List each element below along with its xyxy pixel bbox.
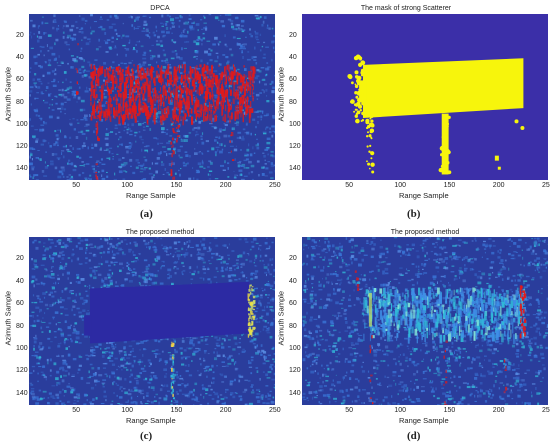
- y-tick-label: 80: [16, 98, 24, 106]
- y-tick-label: 140: [289, 389, 301, 397]
- y-axis-label: Azimuth Sample: [3, 290, 13, 346]
- y-axis-label: Azimuth Sample: [276, 66, 286, 122]
- x-tick-label: 250: [542, 182, 550, 189]
- panel-c-image: [29, 237, 275, 405]
- suppressed-heatmap: [29, 237, 275, 405]
- panel-a-title: DPCA: [150, 5, 170, 12]
- y-tick-label: 40: [16, 277, 24, 285]
- x-tick-label: 150: [443, 182, 456, 189]
- x-axis-label: Range Sample: [399, 191, 449, 200]
- y-tick-label: 100: [289, 345, 301, 352]
- y-axis-label: Azimuth Sample: [3, 66, 13, 122]
- panel-a-image: [29, 14, 275, 180]
- x-axis-label: Range Sample: [399, 416, 449, 425]
- x-axis-label: Range Sample: [126, 416, 176, 425]
- x-tick-label: 200: [492, 407, 505, 414]
- x-tick-label: 50: [72, 407, 80, 414]
- y-tick-label: 60: [16, 76, 24, 84]
- y-tick-label: 120: [16, 367, 28, 375]
- y-tick-label: 80: [289, 322, 297, 330]
- panel-b-title: The mask of strong Scatterer: [360, 5, 452, 12]
- y-tick-label: 40: [289, 277, 297, 285]
- x-tick-label: 150: [443, 407, 456, 414]
- y-tick-label: 20: [16, 255, 24, 263]
- panel-b-image: [302, 14, 548, 180]
- caption-d: (d): [407, 430, 421, 442]
- y-tick-label: 80: [16, 322, 24, 330]
- mask-image: [302, 14, 548, 180]
- x-tick-label: 250: [269, 407, 281, 414]
- x-tick-label: 50: [345, 182, 353, 189]
- x-tick-label: 250: [542, 407, 550, 414]
- y-tick-label: 40: [16, 54, 24, 62]
- x-tick-label: 200: [219, 182, 232, 189]
- y-tick-label: 20: [16, 32, 24, 40]
- caption-a: (a): [140, 208, 153, 220]
- y-tick-label: 100: [289, 120, 301, 128]
- x-tick-label: 50: [72, 182, 80, 189]
- y-tick-label: 40: [289, 54, 297, 62]
- x-tick-label: 100: [394, 407, 407, 414]
- y-tick-label: 140: [16, 164, 28, 172]
- y-tick-label: 60: [16, 300, 24, 308]
- y-tick-label: 100: [16, 345, 28, 352]
- caption-b: (b): [407, 208, 421, 220]
- panel-c-title: The proposed method: [125, 229, 195, 236]
- x-tick-label: 100: [121, 407, 134, 414]
- y-tick-label: 20: [289, 255, 297, 263]
- y-tick-label: 20: [289, 32, 297, 40]
- x-tick-label: 100: [121, 182, 134, 189]
- x-tick-label: 150: [170, 407, 183, 414]
- panel-d-title: The proposed method: [390, 229, 460, 236]
- y-tick-label: 60: [289, 76, 297, 84]
- y-tick-label: 120: [289, 367, 301, 375]
- dpca-heatmap: [29, 14, 275, 180]
- x-tick-label: 50: [345, 407, 353, 414]
- y-tick-label: 140: [289, 164, 301, 172]
- y-tick-label: 100: [16, 120, 28, 128]
- y-axis-label: Azimuth Sample: [276, 290, 286, 346]
- y-tick-label: 80: [289, 98, 297, 106]
- y-tick-label: 120: [16, 142, 28, 150]
- caption-c: (c): [140, 430, 153, 442]
- y-tick-label: 140: [16, 389, 28, 397]
- y-tick-label: 120: [289, 142, 301, 150]
- x-tick-label: 150: [170, 182, 183, 189]
- proposed-heatmap: [302, 237, 548, 405]
- x-tick-label: 250: [269, 182, 281, 189]
- x-axis-label: Range Sample: [126, 191, 176, 200]
- x-tick-label: 200: [219, 407, 232, 414]
- x-tick-label: 200: [492, 182, 505, 189]
- panel-d-image: [302, 237, 548, 405]
- x-tick-label: 100: [394, 182, 407, 189]
- y-tick-label: 60: [289, 300, 297, 308]
